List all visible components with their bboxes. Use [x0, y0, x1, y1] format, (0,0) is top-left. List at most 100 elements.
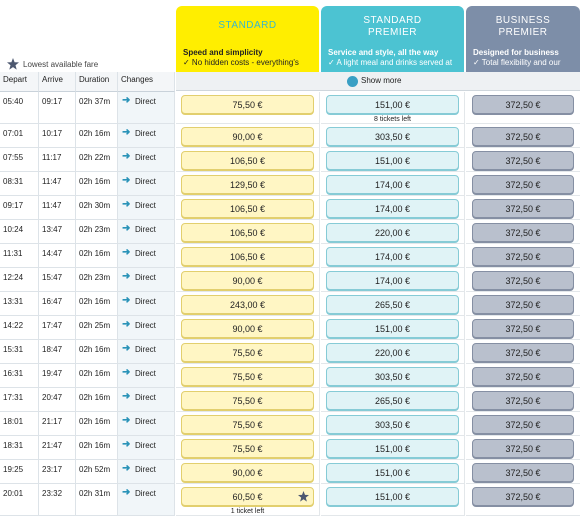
fare-button[interactable]: 106,50 € [181, 199, 314, 218]
duration-cell: 02h 16m [76, 436, 118, 460]
fare-button[interactable]: 372,50 € [472, 223, 574, 242]
fare-button[interactable]: 75,50 € [181, 343, 314, 362]
arrive-cell: 14:47 [39, 244, 76, 268]
arrive-cell: 17:47 [39, 316, 76, 340]
fare-button[interactable]: 372,50 € [472, 295, 574, 314]
fare-button[interactable]: 372,50 € [472, 463, 574, 482]
fare-cell [321, 484, 465, 516]
fare-price: 75,50 € [232, 420, 263, 430]
fare-button[interactable]: 151,00 € [326, 95, 459, 114]
arrive-text: 23:32 [42, 489, 63, 498]
fare-button[interactable]: 220,00 € [326, 223, 459, 242]
fare-price: 372,50 € [505, 204, 541, 214]
fare-price: 372,50 € [505, 468, 541, 478]
fare-cell [321, 460, 465, 484]
fare-button[interactable]: 151,00 € [326, 319, 459, 338]
duration-cell: 02h 16m [76, 244, 118, 268]
fare-price: 151,00 € [374, 324, 411, 334]
fare-button[interactable]: 372,50 € [472, 439, 574, 458]
depart-text: 16:31 [3, 369, 24, 378]
arrive-cell: 21:17 [39, 412, 76, 436]
star-icon [7, 58, 19, 70]
fare-button[interactable]: 372,50 € [472, 175, 574, 194]
fare-cell [176, 364, 320, 388]
fare-button[interactable]: 151,00 € [326, 463, 459, 482]
fare-class-header: STANDARD PREMIER Service and style, all t… [321, 6, 464, 72]
changes-cell: ➜ Direct [118, 460, 175, 484]
fare-cell [176, 124, 320, 148]
changes-cell: ➜ Direct [118, 484, 175, 516]
depart-text: 12:24 [3, 273, 24, 282]
fare-button[interactable]: 372,50 € [472, 127, 574, 146]
fare-button[interactable]: 90,00 € [181, 127, 314, 146]
fare-button[interactable]: 90,00 € [181, 319, 314, 338]
duration-cell: 02h 23m [76, 268, 118, 292]
fare-button[interactable]: 372,50 € [472, 487, 574, 506]
fare-button[interactable]: 372,50 € [472, 95, 574, 114]
fare-price: 372,50 € [505, 420, 541, 430]
fare-class-title: STANDARD [218, 20, 277, 31]
fare-button[interactable]: 90,00 € [181, 463, 314, 482]
fare-button[interactable]: 174,00 € [326, 199, 459, 218]
fare-button[interactable]: 372,50 € [472, 367, 574, 386]
fare-button[interactable]: 243,00 € [181, 295, 314, 314]
fare-button[interactable]: 174,00 € [326, 175, 459, 194]
fare-price: 75,50 € [232, 444, 263, 454]
fare-cell [466, 388, 580, 412]
fare-button[interactable]: 129,50 € [181, 175, 314, 194]
fare-price: 90,00 € [232, 276, 263, 286]
fare-button[interactable]: 106,50 € [181, 151, 314, 170]
fare-button[interactable]: 75,50 € [181, 439, 314, 458]
depart-cell: 18:31 [0, 436, 39, 460]
changes-cell: ➜ Direct [118, 220, 175, 244]
fare-button[interactable]: 151,00 € [326, 151, 459, 170]
fare-button[interactable]: 372,50 € [472, 319, 574, 338]
depart-cell: 12:24 [0, 268, 39, 292]
fare-button[interactable]: 151,00 € [326, 487, 459, 506]
fare-button[interactable]: 90,00 € [181, 271, 314, 290]
fare-button[interactable]: 75,50 € [181, 367, 314, 386]
fare-button[interactable]: 303,50 € [326, 415, 459, 434]
arrive-text: 23:17 [42, 465, 63, 474]
fare-button[interactable]: 372,50 € [472, 271, 574, 290]
tickets-left-note: 8 tickets left [374, 116, 411, 123]
fare-button[interactable]: 265,50 € [326, 295, 459, 314]
fare-button[interactable]: 106,50 € [181, 247, 314, 266]
fare-button[interactable]: 75,50 € [181, 415, 314, 434]
fare-button[interactable]: 106,50 € [181, 223, 314, 242]
fare-cell [466, 460, 580, 484]
changes-text: Direct [135, 273, 156, 282]
fare-cell [176, 268, 320, 292]
fare-class-title: BUSINESS PREMIER [495, 15, 551, 38]
arrive-text: 10:17 [42, 129, 63, 138]
fare-button[interactable]: 174,00 € [326, 247, 459, 266]
fare-button[interactable]: 60,50 € [181, 487, 314, 506]
duration-cell: 02h 22m [76, 148, 118, 172]
fare-price: 265,50 € [374, 300, 411, 310]
fare-button[interactable]: 372,50 € [472, 415, 574, 434]
fare-button[interactable]: 75,50 € [181, 391, 314, 410]
depart-text: 14:22 [3, 321, 24, 330]
fare-class-feature: ✓ Total flexibility and our [473, 58, 561, 67]
fare-price: 303,50 € [374, 132, 411, 142]
fare-button[interactable]: 303,50 € [326, 367, 459, 386]
show-more-link[interactable]: Show more [361, 76, 402, 85]
fare-button[interactable]: 372,50 € [472, 247, 574, 266]
fare-cell [466, 484, 580, 516]
fare-button[interactable]: 265,50 € [326, 391, 459, 410]
fare-button[interactable]: 174,00 € [326, 271, 459, 290]
fare-button[interactable]: 372,50 € [472, 151, 574, 170]
fare-button[interactable]: 75,50 € [181, 95, 314, 114]
arrive-text: 17:47 [42, 321, 63, 330]
changes-text: Direct [135, 489, 156, 498]
fare-price: 151,00 € [374, 100, 411, 110]
fare-button[interactable]: 372,50 € [472, 391, 574, 410]
fare-button[interactable]: 220,00 € [326, 343, 459, 362]
fare-button[interactable]: 151,00 € [326, 439, 459, 458]
show-more-bar[interactable]: Show more [176, 72, 580, 91]
fare-button[interactable]: 372,50 € [472, 199, 574, 218]
fare-button[interactable]: 303,50 € [326, 127, 459, 146]
fare-button[interactable]: 372,50 € [472, 343, 574, 362]
fare-cell [176, 172, 320, 196]
